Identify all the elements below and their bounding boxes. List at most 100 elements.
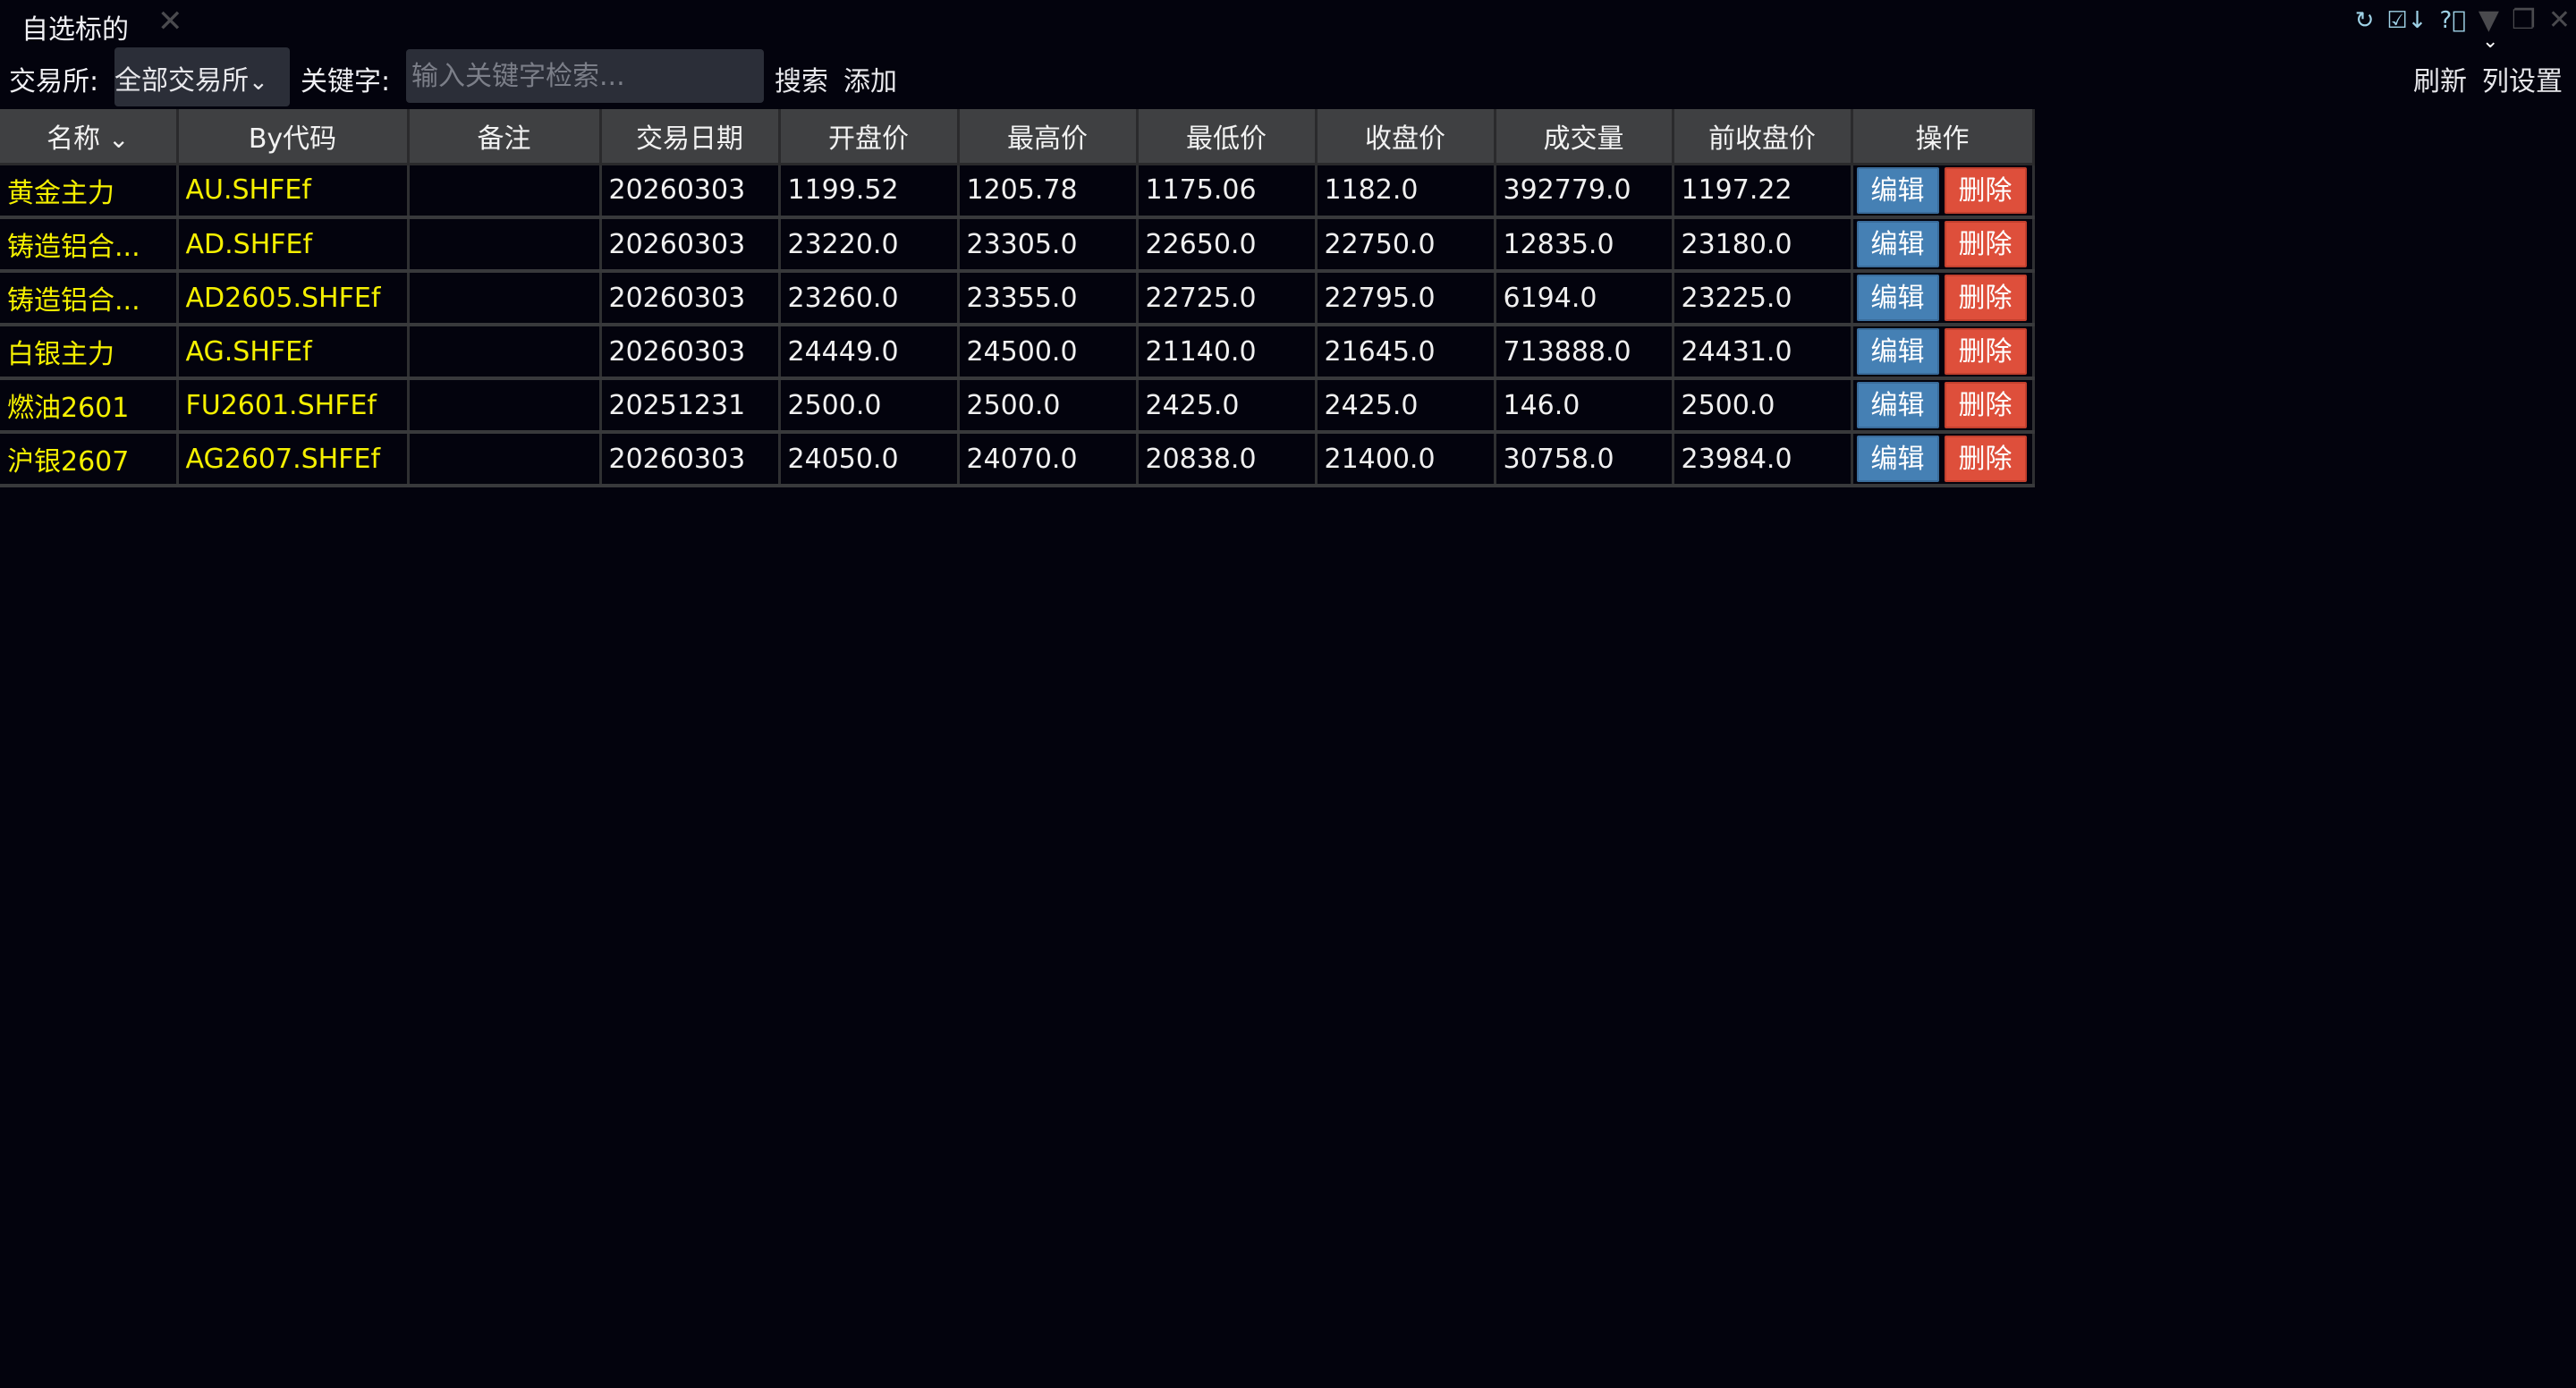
dropdown-triangle-icon[interactable]: ▼ bbox=[2478, 4, 2499, 36]
table-cell: 23180.0 bbox=[1673, 217, 1853, 273]
table-cell: 21400.0 bbox=[1316, 432, 1496, 487]
table-cell: 23984.0 bbox=[1673, 432, 1853, 487]
table-cell: 沪银2607 bbox=[0, 432, 179, 487]
edit-button[interactable]: 编辑 bbox=[1856, 436, 1939, 482]
table-cell: 146.0 bbox=[1495, 378, 1674, 434]
table-row[interactable]: 铸造铝合... AD2605.SHFEf 20260303 23260.0 23355.… bbox=[0, 271, 2035, 326]
table-cell: AU.SHFEf bbox=[177, 164, 410, 219]
column-header-label: 交易日期 bbox=[636, 123, 743, 155]
column-header[interactable]: 前收盘价 bbox=[1673, 109, 1853, 165]
actions-cell: 编辑 删除 bbox=[1852, 217, 2035, 273]
table-cell: 12835.0 bbox=[1495, 217, 1674, 273]
watchlist-table: 名称 ⌄ By代码 备注 交易日期 开盘价 最高价 最低价 收盘价 成交量 前收盘价 操作 黄金主力… bbox=[0, 109, 2035, 487]
chevron-down-icon[interactable]: ⌄ bbox=[2482, 30, 2499, 53]
table-cell: 22795.0 bbox=[1316, 271, 1496, 326]
exchange-select[interactable]: 全部交易所⌄ bbox=[114, 47, 290, 106]
column-header[interactable]: 开盘价 bbox=[779, 109, 960, 165]
restore-window-icon[interactable]: ❐ bbox=[2511, 4, 2536, 36]
column-sort-icon[interactable]: ☑↓ bbox=[2386, 7, 2428, 34]
tab-bar: 自选标的 ✕ ↻ ☑↓ ?⃝ ▼ ❐ ✕ ⌄ bbox=[0, 0, 2576, 53]
table-cell: 24431.0 bbox=[1673, 325, 1853, 380]
table-cell: 铸造铝合... bbox=[0, 217, 179, 273]
table-cell: 20260303 bbox=[600, 325, 781, 380]
table-cell: 白银主力 bbox=[0, 325, 179, 380]
tab-title[interactable]: 自选标的 bbox=[21, 14, 129, 46]
edit-button[interactable]: 编辑 bbox=[1856, 382, 1939, 428]
chevron-down-icon: ⌄ bbox=[249, 69, 268, 96]
edit-button[interactable]: 编辑 bbox=[1856, 328, 1939, 375]
edit-button[interactable]: 编辑 bbox=[1856, 221, 1939, 267]
column-header-label: 成交量 bbox=[1543, 123, 1624, 155]
table-row[interactable]: 黄金主力 AU.SHFEf 20260303 1199.52 1205.78 1175.0… bbox=[0, 164, 2035, 219]
table-cell: 23220.0 bbox=[779, 217, 960, 273]
column-header-label: 收盘价 bbox=[1365, 123, 1445, 155]
delete-button[interactable]: 删除 bbox=[1944, 166, 2027, 214]
close-window-icon[interactable]: ✕ bbox=[2547, 4, 2571, 36]
table-cell: 22725.0 bbox=[1137, 271, 1318, 326]
column-header[interactable]: 收盘价 bbox=[1316, 109, 1496, 165]
edit-button[interactable]: 编辑 bbox=[1856, 275, 1939, 321]
actions-cell: 编辑 删除 bbox=[1852, 164, 2035, 219]
table-cell: 2425.0 bbox=[1316, 378, 1496, 434]
window-controls: ↻ ☑↓ ?⃝ ▼ ❐ ✕ bbox=[2354, 4, 2571, 36]
delete-button[interactable]: 删除 bbox=[1944, 436, 2027, 482]
table-cell: 713888.0 bbox=[1495, 325, 1674, 380]
column-header[interactable]: 最高价 bbox=[958, 109, 1139, 165]
help-icon[interactable]: ?⃝ bbox=[2439, 7, 2466, 34]
table-cell bbox=[408, 432, 602, 487]
table-cell: AG2607.SHFEf bbox=[177, 432, 410, 487]
table-row[interactable]: 铸造铝合... AD.SHFEf 20260303 23220.0 23305.0 226… bbox=[0, 217, 2035, 273]
column-header-label: 名称 bbox=[47, 123, 101, 155]
table-cell: 20260303 bbox=[600, 432, 781, 487]
refresh-icon[interactable]: ↻ bbox=[2354, 7, 2375, 34]
add-button[interactable]: 添加 bbox=[843, 66, 897, 97]
refresh-button[interactable]: 刷新 bbox=[2413, 66, 2467, 97]
table-cell: AG.SHFEf bbox=[177, 325, 410, 380]
column-header[interactable]: 交易日期 bbox=[600, 109, 781, 165]
column-header[interactable]: 备注 bbox=[408, 109, 602, 165]
table-cell: AD2605.SHFEf bbox=[177, 271, 410, 326]
table-row[interactable]: 燃油2601 FU2601.SHFEf 20251231 2500.0 2500.0 24… bbox=[0, 378, 2035, 434]
delete-button[interactable]: 删除 bbox=[1944, 382, 2027, 428]
edit-button[interactable]: 编辑 bbox=[1856, 166, 1939, 214]
tab-close-icon[interactable]: ✕ bbox=[157, 4, 183, 39]
delete-button[interactable]: 删除 bbox=[1944, 221, 2027, 267]
column-header[interactable]: 名称 ⌄ bbox=[0, 109, 179, 165]
sort-chevron-icon[interactable]: ⌄ bbox=[100, 123, 130, 154]
column-header[interactable]: 操作 bbox=[1852, 109, 2035, 165]
table-cell: 1205.78 bbox=[958, 164, 1139, 219]
table-cell: 21140.0 bbox=[1137, 325, 1318, 380]
table-cell: 21645.0 bbox=[1316, 325, 1496, 380]
actions-cell: 编辑 删除 bbox=[1852, 378, 2035, 434]
column-header[interactable]: 最低价 bbox=[1137, 109, 1318, 165]
column-header[interactable]: 成交量 bbox=[1495, 109, 1674, 165]
table-cell: 20251231 bbox=[600, 378, 781, 434]
keyword-input[interactable] bbox=[406, 49, 764, 103]
exchange-value: 全部交易所 bbox=[114, 65, 249, 97]
table-cell: 2425.0 bbox=[1137, 378, 1318, 434]
table-row[interactable]: 沪银2607 AG2607.SHFEf 20260303 24050.0 24070.0… bbox=[0, 432, 2035, 487]
table-cell: 24500.0 bbox=[958, 325, 1139, 380]
delete-button[interactable]: 删除 bbox=[1944, 275, 2027, 321]
table-cell: 24449.0 bbox=[779, 325, 960, 380]
table-cell: 1199.52 bbox=[779, 164, 960, 219]
table-cell: 23260.0 bbox=[779, 271, 960, 326]
table-cell: 黄金主力 bbox=[0, 164, 179, 219]
search-button[interactable]: 搜索 bbox=[775, 66, 828, 97]
table-row[interactable]: 白银主力 AG.SHFEf 20260303 24449.0 24500.0 21140.… bbox=[0, 325, 2035, 380]
actions-cell: 编辑 删除 bbox=[1852, 432, 2035, 487]
column-header-label: 开盘价 bbox=[828, 123, 909, 155]
table-cell bbox=[408, 217, 602, 273]
delete-button[interactable]: 删除 bbox=[1944, 328, 2027, 375]
table-cell: 23225.0 bbox=[1673, 271, 1853, 326]
column-header-label: By代码 bbox=[248, 123, 337, 155]
column-settings-button[interactable]: 列设置 bbox=[2482, 66, 2563, 97]
table-cell: 1175.06 bbox=[1137, 164, 1318, 219]
table-cell: 2500.0 bbox=[1673, 378, 1853, 434]
column-header-label: 前收盘价 bbox=[1708, 123, 1816, 155]
column-header[interactable]: By代码 bbox=[177, 109, 410, 165]
table-cell: 2500.0 bbox=[779, 378, 960, 434]
table-cell: 23355.0 bbox=[958, 271, 1139, 326]
column-header-label: 操作 bbox=[1915, 123, 1970, 155]
table-cell: 24050.0 bbox=[779, 432, 960, 487]
